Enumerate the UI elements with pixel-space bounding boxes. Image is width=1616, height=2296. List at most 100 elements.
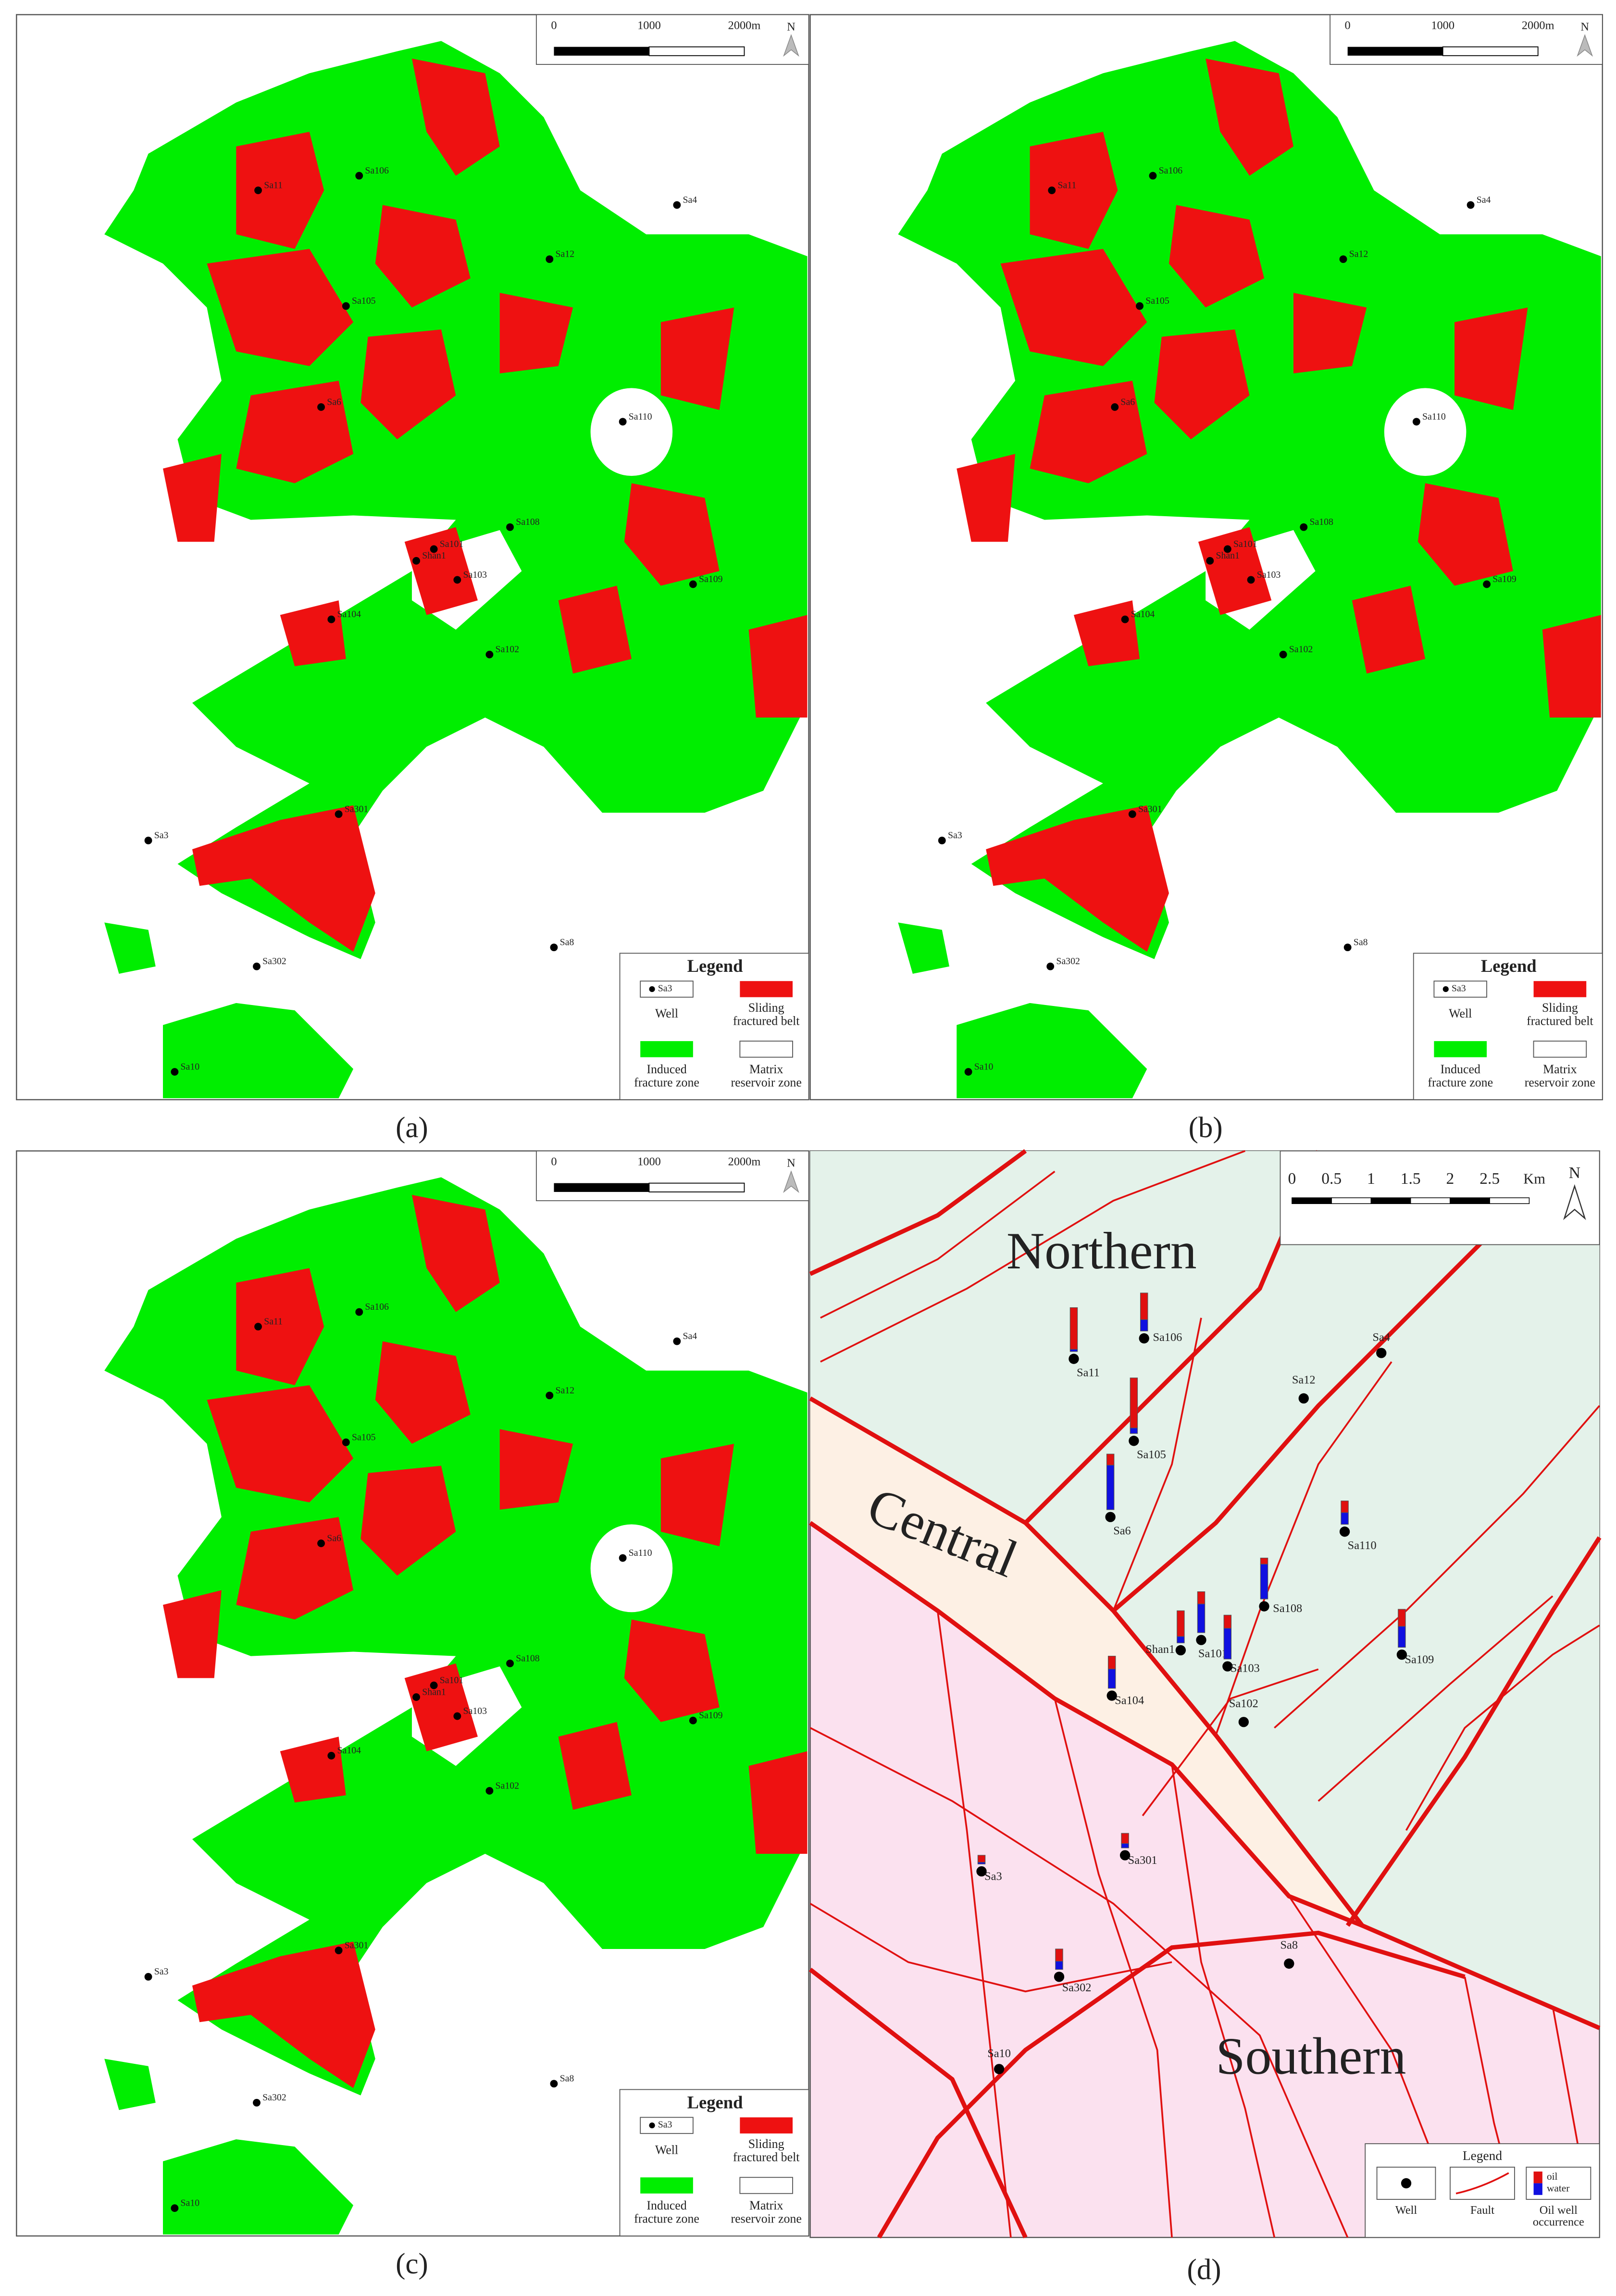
well-label: Sa108	[1273, 1602, 1302, 1615]
scale-label: 0	[1288, 1170, 1296, 1188]
scale-bar-black	[554, 47, 649, 56]
water-bar	[1107, 1668, 1116, 1689]
well	[1300, 523, 1308, 531]
well	[506, 523, 514, 531]
well-label: Sa102	[496, 1780, 520, 1791]
well	[1483, 580, 1491, 588]
well	[317, 1539, 325, 1547]
scale-box	[535, 1150, 809, 1202]
well	[1238, 1717, 1249, 1727]
well-label: Sa3	[154, 830, 169, 841]
north-arrow	[1577, 34, 1593, 57]
major-fault	[1112, 1170, 1554, 1613]
well	[355, 172, 363, 180]
well-label: Sa302	[1062, 1981, 1092, 1994]
legend-sw	[1450, 2166, 1515, 2200]
well-label: Sa10	[181, 2198, 200, 2209]
well	[342, 1438, 350, 1446]
legend-water	[1533, 2183, 1542, 2195]
water-bar	[977, 1862, 986, 1864]
water-bar	[1140, 1319, 1148, 1331]
legend-green-swatch	[1434, 1041, 1487, 1057]
well	[1339, 1527, 1350, 1537]
minor-fault	[1318, 1595, 1554, 1802]
scale-label: 1.5	[1401, 1170, 1421, 1188]
oil-bar	[1121, 1833, 1129, 1844]
well	[1467, 201, 1475, 209]
well	[1136, 302, 1144, 310]
well	[342, 302, 350, 310]
well-label: Sa105	[1137, 1448, 1166, 1461]
well	[619, 418, 627, 426]
well	[1376, 1348, 1387, 1358]
legend-sample-well: Sa3	[658, 983, 672, 993]
legend-item: fractured belt	[733, 1014, 800, 1028]
water-bar	[1398, 1626, 1406, 1648]
well	[976, 1866, 987, 1877]
scale-box	[1330, 14, 1603, 65]
oil-bar	[1140, 1292, 1148, 1320]
well-label: Sa108	[1309, 517, 1333, 527]
north-label: N	[787, 1157, 796, 1170]
well-label: Sa6	[1113, 1524, 1131, 1537]
legend-item: Induced	[646, 2198, 686, 2212]
well-label: Sa106	[1159, 165, 1183, 176]
legend-item: reservoir zone	[1525, 1075, 1595, 1089]
legend-item: Sliding	[748, 2137, 784, 2151]
legend-item: Well	[655, 1006, 678, 1020]
well-label: Sa103	[1231, 1662, 1260, 1675]
well	[335, 810, 343, 818]
scale-seg	[1410, 1197, 1451, 1204]
well	[327, 615, 336, 623]
well	[1396, 1649, 1407, 1660]
well-label: Sa110	[1422, 411, 1446, 422]
well-label: Sa302	[262, 2092, 286, 2103]
legend-item: Well	[655, 2143, 678, 2157]
well	[550, 2080, 558, 2088]
well-label: Sa110	[1348, 1539, 1377, 1552]
well	[1247, 576, 1255, 584]
legend-white-swatch	[739, 1041, 793, 1058]
north-label: N	[1569, 1164, 1580, 1182]
scale-label: 2.5	[1479, 1170, 1500, 1188]
geology-panel: 0 0.5 1 1.5 2 2.5 Km NNorthernCentralSouthernSa…	[808, 1149, 1602, 2239]
scale-label: 1	[1367, 1170, 1375, 1188]
well	[1259, 1601, 1269, 1612]
well-label: Sa104	[337, 609, 361, 620]
legend-item: fracture zone	[634, 1075, 699, 1089]
oil-bar	[1398, 1609, 1406, 1627]
scale-bar-white	[648, 46, 745, 56]
legend-water-label: water	[1547, 2182, 1569, 2194]
well-label: Shan1	[1145, 1643, 1175, 1656]
legend-item: Matrix	[749, 2198, 783, 2212]
well-label: Sa10	[181, 1061, 200, 1072]
well	[1284, 1958, 1294, 1969]
scale-seg	[1450, 1197, 1490, 1204]
legend-item: Induced	[646, 1062, 686, 1076]
well	[1206, 557, 1214, 565]
well-label: Sa108	[516, 517, 540, 527]
well-label: Sa4	[683, 1331, 697, 1341]
well-label: Sa6	[327, 397, 341, 407]
well	[1048, 186, 1056, 194]
well	[1222, 1661, 1233, 1672]
water-bar	[1130, 1427, 1138, 1434]
well-label: Sa301	[1128, 1854, 1157, 1867]
oil-bar	[1107, 1656, 1116, 1670]
well	[1223, 545, 1231, 553]
well-label: Sa4	[1372, 1331, 1390, 1344]
well-label: Sa11	[264, 180, 283, 190]
well-label: Sa301	[345, 804, 368, 814]
well	[253, 2098, 261, 2107]
well-label: Sa108	[516, 1653, 540, 1663]
well-label: Sa109	[699, 574, 723, 584]
well-label: Sa101	[440, 539, 464, 549]
water-bar	[1055, 1961, 1063, 1970]
well-label: Sa12	[555, 1385, 574, 1396]
minor-fault	[1054, 1698, 1173, 2238]
